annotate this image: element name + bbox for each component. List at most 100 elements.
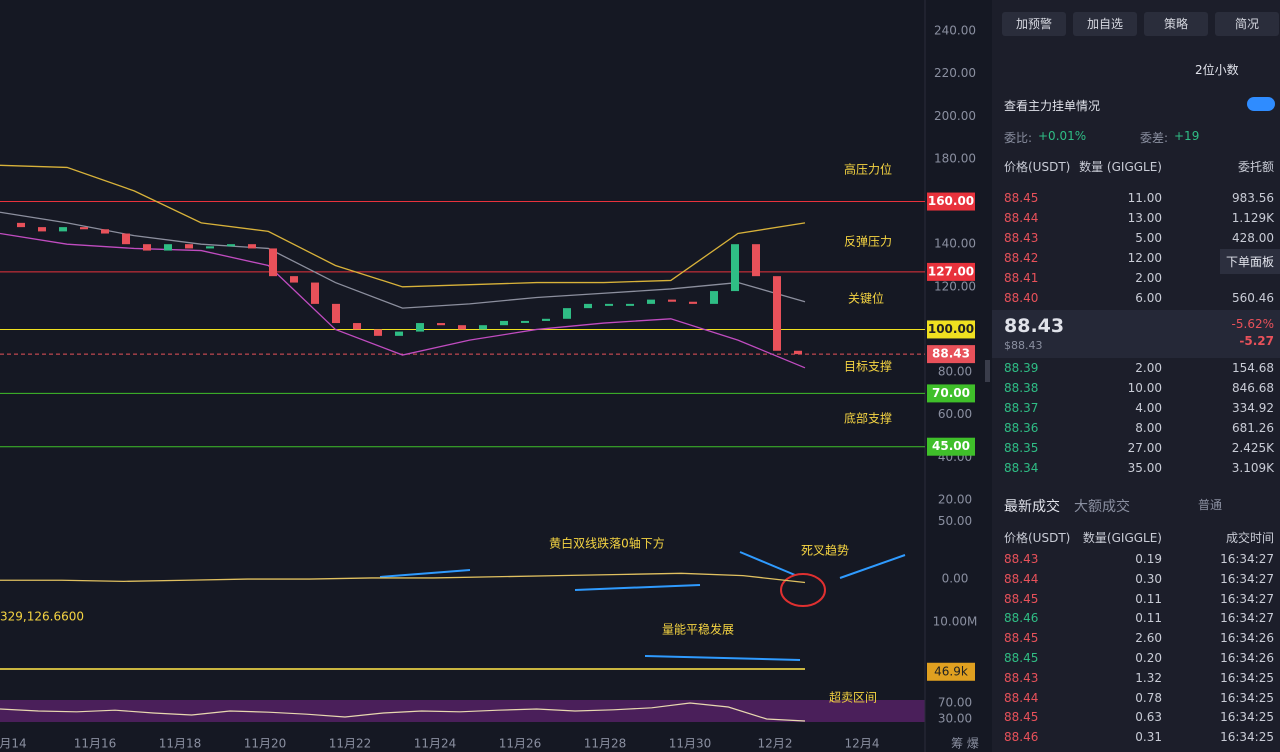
ask-cell: 1.129K [1231, 211, 1274, 225]
candle [17, 222, 25, 228]
trade-cell: 16:34:27 [1220, 552, 1274, 566]
candle [269, 248, 277, 277]
last-bg [992, 310, 1280, 358]
candle [458, 325, 466, 330]
trade-cell: 0.30 [1135, 571, 1162, 586]
annotation: 量能平稳发展 [662, 622, 734, 637]
trade-cell: 0.11 [1135, 611, 1162, 626]
candle [143, 244, 151, 251]
candle [479, 325, 487, 330]
trade-cell: 88.46 [1004, 730, 1039, 745]
trade-cell: 0.19 [1135, 552, 1162, 566]
x-tick-label: 11月26 [499, 737, 542, 751]
candle [689, 301, 697, 304]
x-tick-label: 11月28 [584, 737, 627, 751]
bid-cell: 35.00 [1127, 461, 1162, 475]
trade-cell: 16:34:27 [1220, 611, 1274, 626]
arrows [379, 551, 906, 661]
candle [185, 244, 193, 249]
candle [584, 303, 592, 309]
trade-cell: 88.45 [1004, 710, 1039, 725]
btn[interactable]: 加自选 [1073, 12, 1137, 36]
series-line [0, 232, 806, 369]
series-line [0, 702, 806, 722]
bid-cell: 154.68 [1232, 361, 1274, 375]
candle [332, 303, 340, 324]
btn[interactable]: 简况 [1215, 12, 1279, 36]
level-badge [927, 192, 975, 211]
candle [311, 282, 319, 304]
tab[interactable]: 大额成交 [1074, 499, 1130, 515]
ask-cell: 5.00 [1135, 231, 1162, 245]
candle [542, 318, 550, 321]
candle [122, 233, 130, 245]
annotation: 反弹压力 [844, 235, 892, 249]
ask-cell: 11.00 [1127, 191, 1162, 205]
trade-cell: 16:34:27 [1220, 591, 1274, 606]
candle [500, 320, 508, 326]
book-header: 委托额 [1237, 160, 1274, 174]
btn[interactable]: 策略 [1144, 12, 1208, 36]
tooltip: 下单面板 [1220, 249, 1280, 274]
level-badge [927, 437, 975, 456]
trade-cell: 0.78 [1135, 690, 1162, 705]
decimals-btn[interactable]: 2位小数 [1195, 63, 1239, 77]
candle [206, 246, 214, 249]
volume-badge [927, 662, 975, 681]
bid-cell: 4.00 [1135, 401, 1162, 415]
candle [731, 244, 739, 292]
y-tick-label: 80.00 [938, 365, 972, 379]
y-tick-label: 220.00 [934, 66, 976, 80]
level-badge [927, 384, 975, 403]
x-extra-label: 筹 爆 [951, 737, 979, 751]
candle [80, 227, 88, 230]
trade-cell: 88.43 [1004, 670, 1039, 685]
book-header: 数量 (GIGGLE) [1079, 160, 1162, 174]
bid-cell: 2.00 [1135, 361, 1162, 375]
x-tick-label: 11月18 [159, 737, 202, 751]
ask-cell: 88.41 [1004, 271, 1039, 285]
candle [353, 323, 361, 330]
y-tick-label: 120.00 [934, 279, 976, 293]
tab[interactable]: 最新成交 [1004, 499, 1060, 515]
level-badge [927, 262, 975, 281]
ask-cell: 13.00 [1127, 211, 1162, 225]
candle [752, 244, 760, 277]
level-label: 70.00 [932, 386, 970, 400]
rsi-band [0, 700, 925, 722]
level-label: 88.43 [932, 347, 970, 361]
trade-cell: 88.45 [1004, 631, 1039, 646]
bid-cell: 10.00 [1127, 381, 1162, 395]
macd-label: 329,126.6600 [0, 610, 84, 624]
main-orders: 查看主力挂单情况 [1004, 99, 1101, 113]
candle [521, 320, 529, 323]
trade-cell: 16:34:26 [1220, 631, 1274, 646]
collapse-handle[interactable] [985, 360, 990, 382]
bid-cell: 88.35 [1004, 441, 1039, 455]
ask-cell: 88.43 [1004, 231, 1039, 245]
annotation: 高压力位 [844, 162, 892, 177]
candle [374, 329, 382, 336]
series-line [0, 164, 806, 288]
y-tick-label: 140.00 [934, 237, 976, 251]
tab[interactable]: 普通 [1198, 498, 1223, 512]
candle [773, 276, 781, 351]
level-label: 160.00 [928, 194, 974, 208]
diff-label: 委差: [1140, 131, 1169, 145]
annotation: 超卖区间 [829, 690, 877, 705]
candle [248, 244, 256, 249]
ask-cell: 428.00 [1232, 231, 1274, 245]
bid-cell: 88.37 [1004, 401, 1039, 415]
annotation: 底部支撑 [844, 411, 892, 426]
candle [164, 244, 172, 251]
ask-cell: 2.00 [1135, 271, 1162, 285]
sub-tick-label: 50.00 [938, 514, 972, 528]
bid-cell: 334.92 [1232, 401, 1274, 415]
chart: 240.00 220.00 200.00 180.00 140.00 120.00 80.0… [0, 0, 990, 752]
bid-cell: 3.109K [1231, 461, 1274, 475]
candle [605, 303, 613, 306]
ratio: +0.01% [1038, 129, 1087, 143]
bid-cell: 2.425K [1231, 441, 1274, 455]
btn[interactable]: 加预警 [1002, 12, 1066, 36]
